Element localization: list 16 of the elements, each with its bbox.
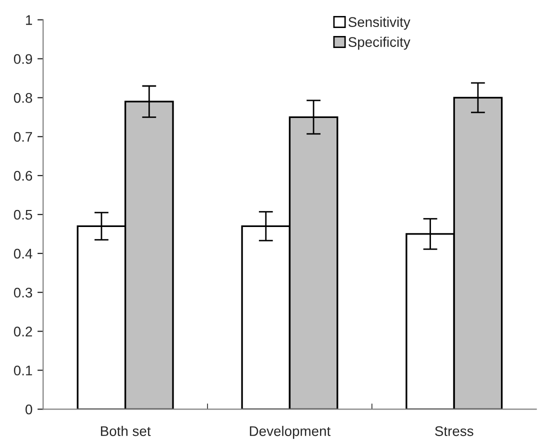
y-tick-label: 0.8	[14, 93, 32, 103]
y-tick-label: 0.2	[14, 326, 32, 336]
x-tick-label: Stress	[435, 426, 474, 436]
x-tick-label: Development	[250, 426, 331, 439]
y-tick-label: 0.9	[14, 54, 32, 64]
y-tick-label: 0.3	[14, 288, 32, 298]
legend-label: Sensitivity	[348, 16, 410, 30]
legend-label: Specificity	[348, 36, 410, 50]
x-tick-label: Both set	[100, 426, 151, 436]
y-tick-label: 0.6	[14, 170, 32, 181]
y-tick-label: 0.5	[14, 210, 32, 220]
y-tick-label: 1	[26, 15, 32, 25]
y-tick-label: 0.4	[14, 248, 32, 259]
y-tick-label: 0	[26, 404, 32, 414]
y-tick-label: 0.7	[14, 132, 32, 142]
y-tick-label: 0.1	[14, 366, 32, 376]
